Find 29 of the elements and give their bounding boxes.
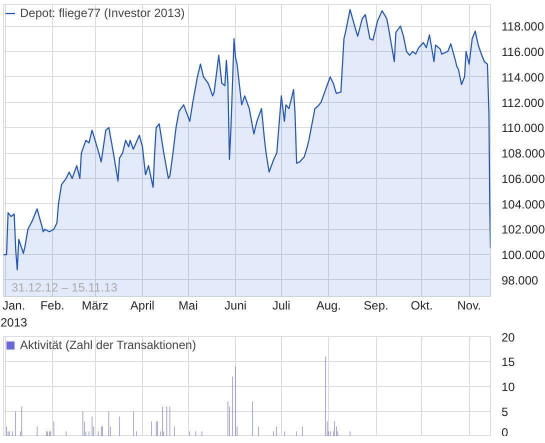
- y-tick-label: 104.000: [502, 197, 545, 212]
- x-tick-label: Feb.: [40, 298, 64, 312]
- x-tick-label: Mai: [178, 298, 198, 312]
- y-tick-label: 110.000: [502, 121, 544, 136]
- y-tick-label: 116.000: [502, 44, 544, 59]
- annotation: 31.12.12 – 15.11.13: [12, 280, 118, 294]
- y-tick-label: 106.000: [502, 172, 545, 186]
- y-tick-label: 98.000: [502, 273, 539, 288]
- x-tick-label: Aug.: [316, 298, 342, 312]
- y-tick-label: 15: [502, 355, 516, 369]
- x-tick-label: März: [82, 298, 108, 312]
- legend-label: Aktivität (Zahl der Transaktionen): [20, 338, 196, 352]
- x-tick-label: Nov.: [457, 298, 482, 312]
- y-tick-label: 112.000: [502, 96, 544, 110]
- y-tick-label: 102.000: [502, 222, 545, 237]
- y-tick-label: 5: [502, 405, 508, 419]
- y-tick-label: 10: [502, 380, 516, 394]
- y-tick-label: 114.000: [502, 70, 544, 84]
- x-tick-label: Okt.: [410, 298, 433, 312]
- y-tick-label: 100.000: [502, 248, 545, 262]
- y-tick-label: 118.000: [502, 20, 544, 34]
- x-tick-label: Sep.: [364, 298, 388, 312]
- x-tick-label: Juni: [224, 298, 247, 312]
- y-tick-label: 20: [502, 330, 516, 344]
- x-tick-label: April: [130, 298, 154, 312]
- x-tick-label: Juli: [272, 298, 290, 312]
- x-tick-label: Jan. 2013: [0, 298, 28, 330]
- legend-label: Depot: fliege77 (Investor 2013): [20, 6, 185, 20]
- y-tick-label: 108.000: [502, 146, 545, 161]
